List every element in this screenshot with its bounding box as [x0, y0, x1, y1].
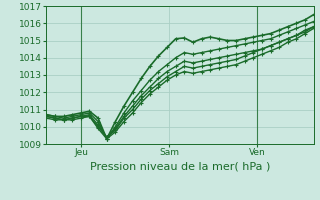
X-axis label: Pression niveau de la mer( hPa ): Pression niveau de la mer( hPa ) [90, 161, 270, 171]
